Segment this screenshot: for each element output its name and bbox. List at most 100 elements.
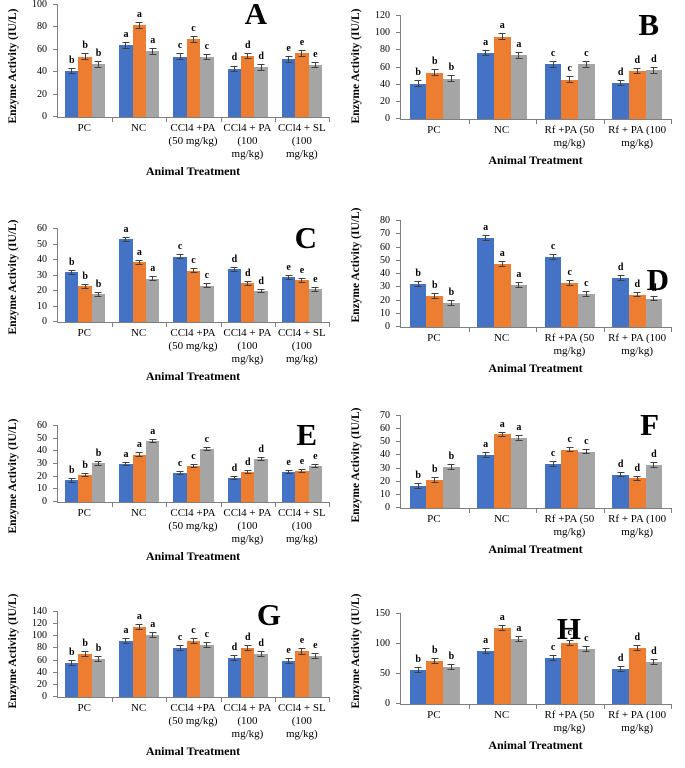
significance-letter: d — [634, 54, 641, 66]
orange-bar: c — [186, 451, 201, 502]
error-bar-line — [233, 475, 235, 481]
error-bar-line — [501, 33, 503, 41]
gray-bar: d — [254, 276, 268, 322]
error-bar-line — [179, 470, 181, 476]
error-bar-line — [653, 462, 655, 469]
y-axis-title-text: Enzyme Activity (IU/L) — [6, 219, 19, 335]
y-axis-title-text: Enzyme Activity (IU/L) — [6, 418, 19, 534]
chart-panel-D: Enzyme Activity (IU/L) 0 10 20 30 40 50 60 70 80 b… — [343, 195, 685, 400]
y-tick-mark — [396, 673, 401, 674]
significance-letter: b — [82, 459, 88, 471]
error-bar — [135, 452, 143, 457]
blue-bar: c — [173, 41, 187, 117]
gray-bar: c — [578, 634, 595, 704]
error-bar — [203, 53, 211, 61]
x-tick-mark — [329, 117, 330, 122]
significance-letter: e — [299, 635, 305, 647]
error-bar-line — [193, 463, 195, 469]
significance-letter: a — [499, 418, 505, 430]
error-bar-line — [247, 644, 249, 651]
orange-bar: d — [628, 633, 646, 704]
chart-column: 0 20 40 60 80 100 b b b a a a c c c d d d e e e A PC NC CCl4 +PA… — [21, 0, 343, 195]
blue-bar: d — [612, 654, 629, 704]
significance-letter: e — [299, 36, 305, 48]
gray-bar: c — [200, 629, 214, 697]
significance-letter: a — [483, 222, 489, 234]
error-bar-line — [314, 61, 316, 69]
error-bar — [633, 67, 641, 75]
x-axis-title: Animal Treatment — [488, 737, 583, 752]
x-tick-mark — [671, 508, 672, 513]
x-tick-mark — [220, 322, 222, 327]
significance-letter: c — [191, 450, 196, 462]
error-bar — [549, 253, 557, 260]
x-tick-mark — [603, 327, 605, 332]
y-axis-ticks: 0 50 100 150 — [364, 609, 394, 709]
orange-bar: d — [241, 458, 255, 502]
orange-bar: e — [295, 37, 309, 117]
category-label: CCl4 +PA (50 mg/kg) — [168, 507, 218, 532]
y-tick-label: 10 — [380, 488, 390, 500]
significance-letter: b — [82, 40, 88, 52]
orange-bar: d — [241, 268, 255, 322]
y-axis-title-text: Enzyme Activity (IU/L) — [6, 593, 19, 709]
significance-letter: c — [567, 63, 572, 75]
significance-letter: b — [431, 645, 438, 657]
orange-bar: e — [295, 265, 309, 322]
blue-bar: b — [65, 257, 79, 322]
y-axis-title-text: Enzyme Activity (IU/L) — [349, 593, 362, 709]
y-tick-label: 50 — [380, 254, 390, 266]
error-bar — [515, 282, 523, 289]
gray-bar: d — [645, 450, 663, 508]
error-bar-line — [501, 261, 503, 267]
blue-bar: c — [544, 449, 562, 508]
significance-letter: b — [95, 278, 102, 290]
error-bar-line — [138, 21, 140, 29]
significance-letter: a — [123, 223, 129, 235]
orange-bar: a — [493, 612, 511, 704]
x-tick-mark — [220, 117, 222, 122]
error-bar — [298, 49, 306, 57]
y-tick-label: 20 — [37, 88, 47, 100]
y-tick-mark — [396, 32, 401, 34]
error-bar — [515, 52, 523, 59]
orange-bar: e — [295, 456, 309, 502]
error-bar-line — [450, 664, 452, 671]
significance-letter: c — [204, 433, 210, 445]
gray-bar: d — [254, 638, 268, 697]
error-bar-line — [417, 80, 419, 88]
significance-letter: a — [516, 269, 522, 281]
significance-letter: c — [177, 241, 183, 253]
error-bar — [230, 655, 238, 662]
x-tick-mark — [112, 502, 114, 507]
y-tick-mark — [396, 220, 401, 221]
y-tick-label: 30 — [37, 269, 47, 281]
y-tick-mark — [53, 93, 58, 95]
error-bar — [257, 650, 265, 658]
gray-bar: b — [91, 449, 106, 502]
y-axis-title-text: Enzyme Activity (IU/L) — [349, 8, 362, 124]
error-bar — [633, 645, 641, 652]
x-tick-mark — [671, 119, 672, 124]
y-axis-title: Enzyme Activity (IU/L) — [347, 195, 364, 400]
error-bar-line — [71, 478, 73, 483]
significance-letter: c — [191, 255, 196, 267]
y-tick-label: 70 — [380, 410, 390, 421]
chart-panel-H: Enzyme Activity (IU/L) 0 50 100 150 b b b a a a c c c… — [343, 590, 685, 768]
y-tick-mark — [396, 467, 401, 469]
significance-letter: d — [617, 653, 624, 665]
error-bar-line — [653, 295, 655, 302]
blue-bar: e — [281, 262, 296, 322]
